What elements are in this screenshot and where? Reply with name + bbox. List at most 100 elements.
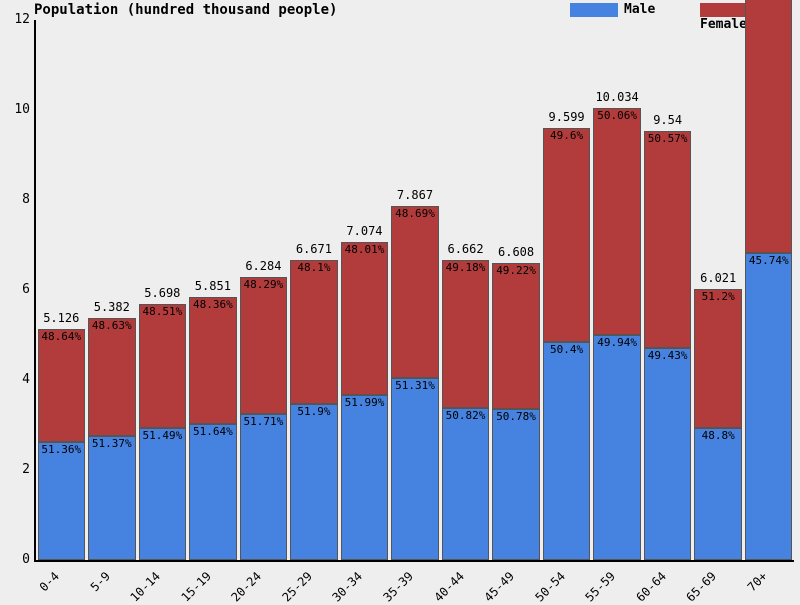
bar-female — [189, 297, 237, 424]
female-pct-label: 50.06% — [593, 109, 641, 122]
legend-male-label: Male — [624, 2, 655, 17]
total-label: 5.126 — [38, 311, 86, 325]
male-pct-label: 49.94% — [593, 336, 641, 349]
bar-male — [492, 409, 540, 560]
bar-female — [391, 206, 439, 378]
female-pct-label: 48.51% — [139, 305, 187, 318]
bar-group: 51.49%48.51%5.698 — [139, 304, 187, 560]
bar-female — [492, 263, 540, 409]
female-pct-label: 50.57% — [644, 132, 692, 145]
bar-male — [139, 428, 187, 560]
bar-female — [745, 0, 793, 253]
bar-group: 51.64%48.36%5.851 — [189, 297, 237, 560]
plot-area: 51.36% 48.64% 5.126 51.37% 48.63% 5.382 51.49%… — [34, 20, 794, 562]
y-tick-label: 10 — [0, 102, 30, 117]
total-label: 9.54 — [644, 113, 692, 127]
bar-female — [593, 108, 641, 334]
total-label: 6.671 — [290, 242, 338, 256]
male-pct-label: 51.31% — [391, 379, 439, 392]
bar-female — [139, 304, 187, 428]
total-label: 5.698 — [139, 286, 187, 300]
male-pct-label: 51.71% — [240, 415, 288, 428]
bar-male — [38, 442, 86, 560]
bar-female — [644, 131, 692, 348]
bar-female — [290, 260, 338, 404]
male-pct-label: 51.64% — [189, 425, 237, 438]
y-tick-label: 2 — [0, 462, 30, 477]
male-pct-label: 50.4% — [543, 343, 591, 356]
bar-group: 48.8%51.2%6.021 — [694, 289, 742, 560]
male-pct-label: 51.49% — [139, 429, 187, 442]
bar-group: 51.9%48.1%6.671 — [290, 260, 338, 560]
bar-group: 50.78%49.22%6.608 — [492, 263, 540, 560]
female-pct-label: 48.63% — [88, 319, 136, 332]
male-pct-label: 50.82% — [442, 409, 490, 422]
total-label: 7.074 — [341, 224, 389, 238]
bar-male — [88, 436, 136, 560]
bar-male — [543, 342, 591, 560]
y-tick-label: 8 — [0, 192, 30, 207]
bar-group: 51.71%48.29%6.284 — [240, 277, 288, 560]
bar-female — [240, 277, 288, 414]
male-swatch — [570, 3, 618, 17]
bar-group: 50.82%49.18%6.662 — [442, 260, 490, 560]
bar-male — [290, 404, 338, 560]
bar-group: 49.43%50.57%9.54 — [644, 131, 692, 560]
y-tick-label: 6 — [0, 282, 30, 297]
female-pct-label: 49.22% — [492, 264, 540, 277]
total-label: 6.662 — [442, 242, 490, 256]
y-tick-label: 12 — [0, 12, 30, 27]
female-pct-label: 49.18% — [442, 261, 490, 274]
bar-female — [88, 318, 136, 436]
male-pct-label: 51.9% — [290, 405, 338, 418]
bar-male — [593, 335, 641, 560]
bar-male — [442, 408, 490, 560]
bar-female — [341, 242, 389, 395]
legend-male: Male — [570, 2, 655, 17]
total-label: 5.851 — [189, 279, 237, 293]
population-chart: Population (hundred thousand people) Mal… — [0, 0, 800, 600]
total-label: 10.034 — [593, 90, 641, 104]
total-label: 6.608 — [492, 245, 540, 259]
bar-group: 45.74%54.26%14.9 — [745, 0, 793, 560]
male-pct-label: 48.8% — [694, 429, 742, 442]
total-label: 5.382 — [88, 300, 136, 314]
female-pct-label: 48.01% — [341, 243, 389, 256]
chart-title: Population (hundred thousand people) — [34, 2, 337, 18]
total-label: 7.867 — [391, 188, 439, 202]
bar-group: 51.99%48.01%7.074 — [341, 242, 389, 560]
female-pct-label: 48.36% — [189, 298, 237, 311]
bar-male — [189, 424, 237, 560]
female-pct-label: 48.64% — [38, 330, 86, 343]
bar-group: 51.37%48.63%5.382 — [88, 318, 136, 560]
male-pct-label: 51.36% — [38, 443, 86, 456]
female-pct-label: 49.6% — [543, 129, 591, 142]
bar-male — [694, 428, 742, 560]
total-label: 9.599 — [543, 110, 591, 124]
male-pct-label: 50.78% — [492, 410, 540, 423]
bar-female — [694, 289, 742, 428]
total-label: 6.284 — [240, 259, 288, 273]
female-pct-label: 48.69% — [391, 207, 439, 220]
bar-female — [38, 329, 86, 441]
bar-female — [442, 260, 490, 407]
bar-male — [240, 414, 288, 560]
bar-male — [391, 378, 439, 560]
male-pct-label: 51.99% — [341, 396, 389, 409]
bar-group: 49.94%50.06%10.034 — [593, 108, 641, 560]
bar-group: 51.36%48.64%5.126 — [38, 329, 86, 560]
female-pct-label: 51.2% — [694, 290, 742, 303]
bar-group: 51.31%48.69%7.867 — [391, 206, 439, 560]
bar-female — [543, 128, 591, 342]
male-pct-label: 51.37% — [88, 437, 136, 450]
female-pct-label: 48.29% — [240, 278, 288, 291]
y-tick-label: 0 — [0, 552, 30, 567]
female-pct-label: 48.1% — [290, 261, 338, 274]
bar-male — [745, 253, 793, 560]
total-label: 6.021 — [694, 271, 742, 285]
male-pct-label: 45.74% — [745, 254, 793, 267]
bar-male — [341, 395, 389, 560]
bar-group: 50.4%49.6%9.599 — [543, 128, 591, 560]
y-tick-label: 4 — [0, 372, 30, 387]
bar-male — [644, 348, 692, 560]
